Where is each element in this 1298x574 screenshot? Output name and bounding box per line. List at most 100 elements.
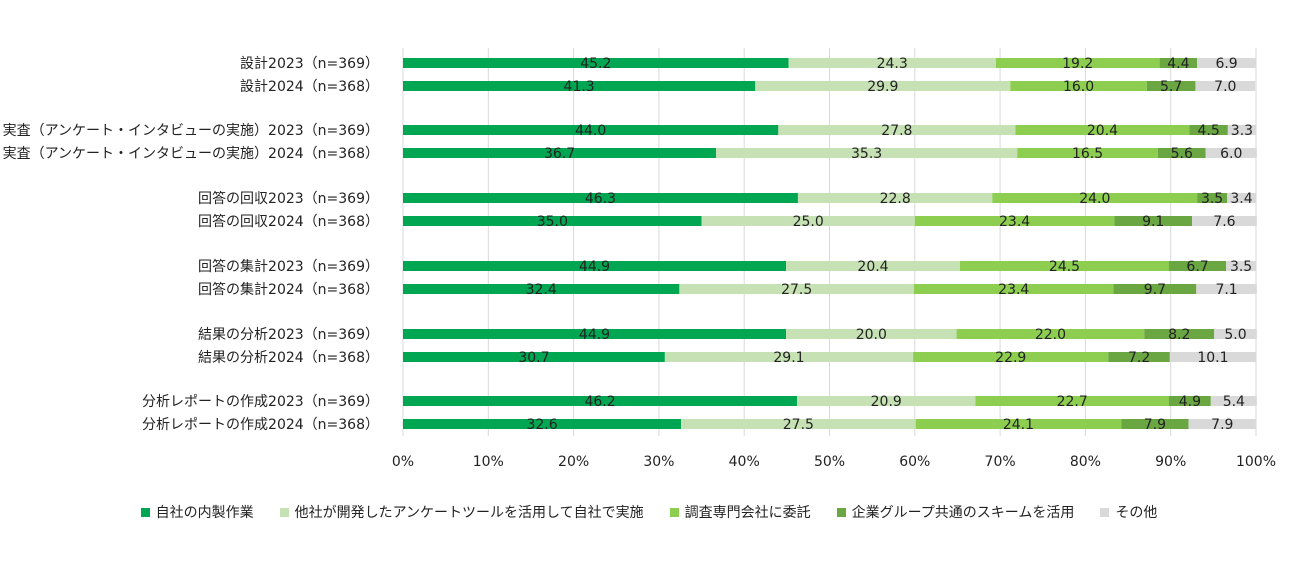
bar-segment [1214, 329, 1257, 339]
bar-segment [913, 352, 1109, 362]
data-label: 44.9 [579, 259, 610, 275]
data-label: 3.4 [1230, 191, 1252, 207]
legend: 自社の内製作業 他社が開発したアンケートツールを活用して自社で実施 調査専門会社に委… [0, 502, 1298, 522]
data-label: 35.3 [851, 146, 882, 162]
data-label: 32.4 [526, 282, 557, 298]
category-label: 実査（アンケート・インタビューの実施）2024（n=368） [3, 146, 379, 162]
bar-segment [788, 58, 996, 68]
bar-segment [1188, 419, 1256, 429]
bar-segment [995, 58, 1160, 68]
bar-segment [1168, 396, 1211, 406]
data-label: 22.0 [1035, 327, 1066, 343]
category-label: 回答の回収2024（n=368） [198, 213, 379, 230]
data-label: 16.0 [1063, 79, 1094, 95]
category-label: 実査（アンケート・インタビューの実施）2023（n=369） [3, 123, 379, 139]
bar-segment [1113, 284, 1197, 294]
bar-segment [1227, 125, 1256, 135]
bar-segment [785, 329, 957, 339]
data-label: 7.9 [1211, 417, 1233, 433]
data-label: 7.2 [1128, 350, 1150, 366]
bar-segment [1196, 284, 1257, 294]
data-label: 46.2 [584, 394, 615, 410]
category-label: 回答の集計2023（n=369） [198, 258, 379, 275]
bar-segment [1015, 125, 1190, 135]
bar-segment [1121, 419, 1189, 429]
legend-swatch [836, 507, 846, 517]
bar-segment [1168, 261, 1227, 271]
category-label: 回答の回収2023（n=369） [198, 190, 379, 207]
data-label: 23.4 [998, 282, 1029, 298]
bar-segment [992, 193, 1198, 203]
data-label: 4.4 [1167, 56, 1189, 72]
category-labels: 設計2023（n=369） 設計2024（n=368） 実査（アンケート・インタビュ… [3, 56, 379, 433]
data-label: 20.0 [856, 327, 887, 343]
bar-segment [403, 329, 786, 339]
data-label: 45.2 [580, 56, 611, 72]
legend-label: 他社が開発したアンケートツールを活用して自社で実施 [294, 505, 644, 521]
data-label: 5.6 [1171, 146, 1193, 162]
data-label: 7.1 [1215, 282, 1237, 298]
bar-segment [403, 284, 680, 294]
x-tick-label: 0% [392, 454, 414, 470]
legend-item: 他社が開発したアンケートツールを活用して自社で実施 [279, 502, 644, 522]
bar-segment [1197, 58, 1256, 68]
data-label: 32.6 [526, 417, 557, 433]
bar-segment [1210, 396, 1257, 406]
bar-segment [403, 216, 702, 226]
legend-item: 企業グループ共通のスキームを活用 [836, 502, 1075, 522]
data-label: 20.4 [857, 259, 888, 275]
data-label: 35.0 [537, 214, 568, 230]
data-label: 29.9 [867, 79, 898, 95]
bar-segment [975, 396, 1169, 406]
data-label: 3.5 [1230, 259, 1252, 275]
bar-segment [1197, 193, 1227, 203]
bar-segment [1169, 352, 1256, 362]
data-label: 36.7 [544, 146, 575, 162]
bar-segment [1017, 148, 1158, 158]
data-label: 5.0 [1224, 327, 1246, 343]
data-label: 24.1 [1003, 417, 1034, 433]
data-label: 7.9 [1144, 417, 1166, 433]
x-tick-label: 90% [1155, 454, 1186, 470]
data-label: 41.3 [564, 79, 595, 95]
data-label: 3.5 [1201, 191, 1223, 207]
bar-segment [960, 261, 1169, 271]
data-label: 19.2 [1062, 56, 1093, 72]
bar-segment [403, 81, 756, 91]
data-label: 20.9 [871, 394, 902, 410]
legend-label: 自社の内製作業 [155, 505, 254, 521]
legend-label: 企業グループ共通のスキームを活用 [851, 505, 1075, 521]
data-label: 22.8 [880, 191, 911, 207]
data-label: 44.9 [579, 327, 610, 343]
legend-item: その他 [1100, 502, 1157, 522]
bar-segment [1226, 261, 1256, 271]
bar-segment [403, 193, 798, 203]
legend-swatch [1100, 507, 1110, 517]
data-label: 8.2 [1168, 327, 1190, 343]
bar-segment [1205, 148, 1257, 158]
bar-segment [915, 419, 1122, 429]
bar-segment [1144, 329, 1215, 339]
data-label: 22.7 [1057, 394, 1088, 410]
bar-segment [1157, 148, 1206, 158]
data-label: 5.4 [1223, 394, 1245, 410]
bar-segment [913, 284, 1114, 294]
data-label: 29.1 [773, 350, 804, 366]
bar-segment [716, 148, 1018, 158]
bar-segment [956, 329, 1145, 339]
bars: 45.2 24.3 19.2 4.4 6.9 41.3 29.9 16.0 5.7 7.0 44.0… [403, 56, 1257, 433]
bar-segment [1108, 352, 1170, 362]
data-label: 4.9 [1179, 394, 1201, 410]
data-label: 20.4 [1087, 123, 1118, 139]
bar-segment [403, 125, 779, 135]
data-label: 24.0 [1079, 191, 1110, 207]
bar-segment [681, 419, 916, 429]
bar-segment [664, 352, 914, 362]
bar-segment [778, 125, 1016, 135]
bar-segment [403, 58, 789, 68]
data-label: 22.9 [995, 350, 1026, 366]
data-label: 9.1 [1142, 214, 1164, 230]
bar-segment [701, 216, 915, 226]
x-tick-labels: 0% 10% 20% 30% 40% 50% 60% 70% 80% 90% 100% [392, 454, 1276, 470]
x-tick-label: 30% [643, 454, 674, 470]
